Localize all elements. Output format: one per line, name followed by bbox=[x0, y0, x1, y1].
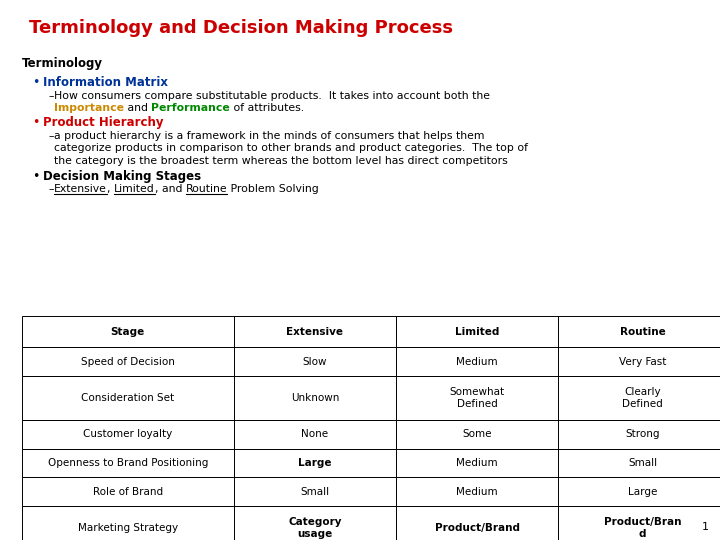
Bar bbox=[22, 347, 234, 376]
Bar bbox=[234, 376, 396, 420]
Text: Customer loyalty: Customer loyalty bbox=[84, 429, 172, 440]
Bar bbox=[558, 449, 720, 477]
Text: 1: 1 bbox=[702, 522, 709, 532]
Text: Some: Some bbox=[462, 429, 492, 440]
Text: Medium: Medium bbox=[456, 356, 498, 367]
Text: Importance: Importance bbox=[54, 103, 124, 113]
Bar bbox=[396, 420, 558, 449]
Text: Extensive: Extensive bbox=[54, 184, 107, 194]
Bar bbox=[396, 506, 558, 540]
Text: the category is the broadest term whereas the bottom level has direct competitor: the category is the broadest term wherea… bbox=[54, 156, 508, 166]
Text: –: – bbox=[49, 131, 55, 141]
Text: Limited: Limited bbox=[455, 327, 499, 336]
Text: Information Matrix: Information Matrix bbox=[43, 76, 168, 89]
Text: –: – bbox=[49, 184, 55, 194]
Text: Speed of Decision: Speed of Decision bbox=[81, 356, 175, 367]
Text: of attributes.: of attributes. bbox=[230, 103, 305, 113]
Text: Medium: Medium bbox=[456, 458, 498, 468]
Bar bbox=[234, 449, 396, 477]
Text: Limited: Limited bbox=[114, 184, 155, 194]
Text: How consumers compare substitutable products.  It takes into account both the: How consumers compare substitutable prod… bbox=[54, 91, 490, 101]
Bar bbox=[22, 316, 234, 347]
Bar bbox=[558, 477, 720, 506]
Text: Category
usage: Category usage bbox=[288, 517, 342, 539]
Bar bbox=[234, 477, 396, 506]
Bar bbox=[396, 376, 558, 420]
Bar bbox=[396, 449, 558, 477]
Text: Marketing Strategy: Marketing Strategy bbox=[78, 523, 178, 533]
Text: Unknown: Unknown bbox=[291, 393, 339, 403]
Bar bbox=[558, 347, 720, 376]
Text: Very Fast: Very Fast bbox=[619, 356, 666, 367]
Bar bbox=[396, 316, 558, 347]
Text: Openness to Brand Positioning: Openness to Brand Positioning bbox=[48, 458, 208, 468]
Bar bbox=[22, 506, 234, 540]
Text: •: • bbox=[32, 76, 40, 89]
Text: Routine: Routine bbox=[186, 184, 228, 194]
Bar bbox=[234, 347, 396, 376]
Text: a product hierarchy is a framework in the minds of consumers that helps them: a product hierarchy is a framework in th… bbox=[54, 131, 485, 141]
Bar bbox=[396, 347, 558, 376]
Text: •: • bbox=[32, 116, 40, 129]
Text: Consideration Set: Consideration Set bbox=[81, 393, 174, 403]
Bar bbox=[396, 477, 558, 506]
Bar bbox=[234, 420, 396, 449]
Bar bbox=[22, 449, 234, 477]
Text: None: None bbox=[302, 429, 328, 440]
Bar bbox=[234, 316, 396, 347]
Text: , and: , and bbox=[155, 184, 186, 194]
Text: Clearly
Defined: Clearly Defined bbox=[622, 387, 663, 409]
Text: Routine: Routine bbox=[620, 327, 665, 336]
Text: Performance: Performance bbox=[151, 103, 230, 113]
Text: Medium: Medium bbox=[456, 487, 498, 497]
Bar bbox=[22, 376, 234, 420]
Text: •: • bbox=[32, 170, 40, 183]
Text: Large: Large bbox=[298, 458, 332, 468]
Text: Product/Bran
d: Product/Bran d bbox=[604, 517, 681, 539]
Text: Small: Small bbox=[628, 458, 657, 468]
Text: Large: Large bbox=[628, 487, 657, 497]
Text: Strong: Strong bbox=[626, 429, 660, 440]
Bar bbox=[558, 506, 720, 540]
Text: Problem Solving: Problem Solving bbox=[228, 184, 319, 194]
Bar bbox=[22, 420, 234, 449]
Text: Small: Small bbox=[300, 487, 330, 497]
Text: Role of Brand: Role of Brand bbox=[93, 487, 163, 497]
Text: Somewhat
Defined: Somewhat Defined bbox=[449, 387, 505, 409]
Text: Slow: Slow bbox=[302, 356, 328, 367]
Text: –: – bbox=[49, 91, 55, 101]
Text: Product/Brand: Product/Brand bbox=[434, 523, 520, 533]
Bar bbox=[234, 506, 396, 540]
Bar bbox=[558, 316, 720, 347]
Text: ,: , bbox=[107, 184, 114, 194]
Bar bbox=[558, 420, 720, 449]
Text: Decision Making Stages: Decision Making Stages bbox=[43, 170, 202, 183]
Text: Stage: Stage bbox=[111, 327, 145, 336]
Bar bbox=[558, 376, 720, 420]
Text: Terminology: Terminology bbox=[22, 57, 102, 70]
Bar bbox=[22, 477, 234, 506]
Text: categorize products in comparison to other brands and product categories.  The t: categorize products in comparison to oth… bbox=[54, 143, 528, 153]
Text: Terminology and Decision Making Process: Terminology and Decision Making Process bbox=[29, 19, 453, 37]
Text: Extensive: Extensive bbox=[287, 327, 343, 336]
Text: Product Hierarchy: Product Hierarchy bbox=[43, 116, 163, 129]
Text: and: and bbox=[124, 103, 151, 113]
